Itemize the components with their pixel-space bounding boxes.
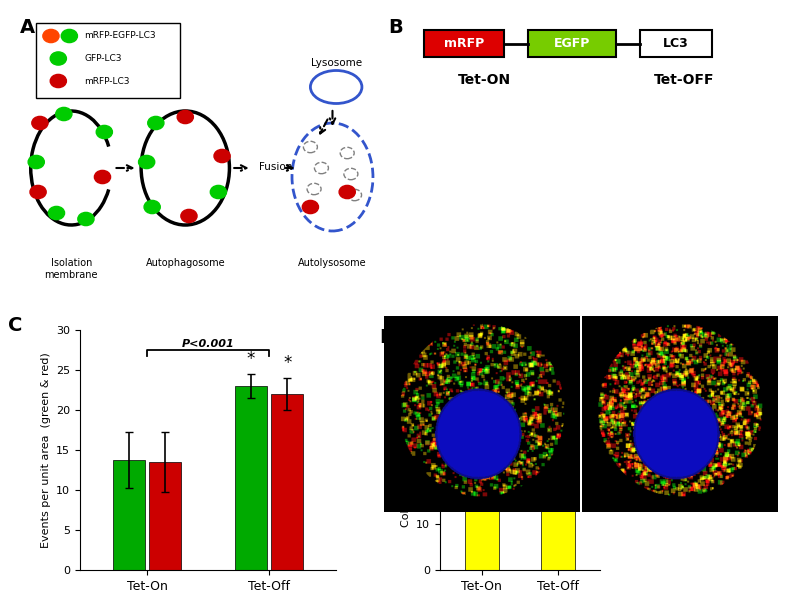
- Text: GFP-LC3: GFP-LC3: [84, 54, 122, 63]
- Circle shape: [43, 29, 59, 43]
- Text: mRFP: mRFP: [444, 37, 484, 50]
- Circle shape: [177, 110, 194, 124]
- FancyBboxPatch shape: [528, 30, 616, 57]
- Circle shape: [302, 200, 318, 214]
- Text: Tet-OFF: Tet-OFF: [654, 73, 714, 87]
- Bar: [150, 462, 181, 570]
- Bar: [271, 394, 303, 570]
- Text: Fusion: Fusion: [259, 163, 292, 172]
- Text: D: D: [379, 328, 395, 347]
- FancyBboxPatch shape: [424, 30, 504, 57]
- Text: p = 0.0979: p = 0.0979: [486, 399, 554, 409]
- Circle shape: [62, 29, 78, 43]
- Y-axis label: Events per unit area  (green & red): Events per unit area (green & red): [41, 352, 50, 548]
- Circle shape: [148, 116, 164, 130]
- Text: mRFP-LC3: mRFP-LC3: [84, 76, 130, 85]
- Text: Tet-ON: Tet-ON: [458, 73, 510, 87]
- Text: Autolysosome: Autolysosome: [298, 258, 366, 268]
- Circle shape: [94, 170, 110, 184]
- Bar: [465, 447, 499, 570]
- Y-axis label: Colocalization Events (%): Colocalization Events (%): [401, 385, 410, 527]
- FancyBboxPatch shape: [36, 22, 180, 97]
- Text: EGFP: EGFP: [554, 37, 590, 50]
- Text: Lysosome: Lysosome: [310, 58, 362, 68]
- Bar: [235, 386, 266, 570]
- Circle shape: [96, 125, 113, 139]
- Circle shape: [210, 185, 226, 199]
- Bar: [113, 460, 145, 570]
- Text: mRFP-EGFP-LC3: mRFP-EGFP-LC3: [84, 31, 156, 40]
- Circle shape: [144, 200, 160, 214]
- Circle shape: [50, 74, 66, 88]
- Text: *: *: [283, 353, 291, 371]
- Circle shape: [30, 185, 46, 199]
- Circle shape: [78, 212, 94, 226]
- Circle shape: [56, 107, 72, 121]
- Text: Autophagosome: Autophagosome: [146, 258, 225, 268]
- Circle shape: [214, 149, 230, 163]
- Text: Isolation
membrane: Isolation membrane: [45, 258, 98, 280]
- Circle shape: [50, 52, 66, 65]
- Circle shape: [339, 185, 355, 199]
- Circle shape: [181, 209, 197, 223]
- Circle shape: [48, 206, 65, 220]
- FancyBboxPatch shape: [640, 30, 712, 57]
- Text: A: A: [20, 18, 35, 37]
- Text: C: C: [8, 316, 22, 335]
- Circle shape: [32, 116, 48, 130]
- Text: P<0.001: P<0.001: [182, 339, 234, 349]
- Bar: [541, 461, 575, 570]
- Text: B: B: [388, 18, 402, 37]
- Circle shape: [138, 155, 154, 169]
- Text: LC3: LC3: [663, 37, 689, 50]
- Text: *: *: [246, 350, 255, 368]
- Circle shape: [28, 155, 44, 169]
